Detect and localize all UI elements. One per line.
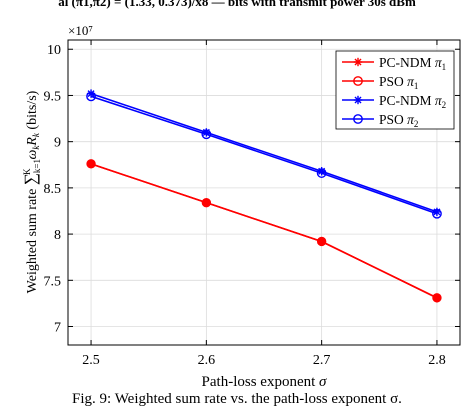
x-tick-label: 2.7 [313,353,331,368]
data-point [201,129,212,140]
data-point [86,159,96,169]
legend-label: PSO π2 [379,112,418,129]
series-4 [86,91,442,219]
legend: PC-NDM π1 PSO π1 PC-NDM π2 PSO π2 [335,50,455,130]
x-tick-label: 2.5 [82,353,100,368]
series-line [90,95,438,215]
series-line [90,163,438,299]
y-axis-multiplier: ×10⁷ [68,23,93,38]
y-tick-label: 7.5 [44,274,62,289]
y-tick-label: 10 [47,43,61,58]
line-chart: 2.5 2.6 2.7 2.8 7 7.5 8 8.5 9 9.5 10 ×10⁷ PC-NDM … [21,23,461,390]
legend-entry: PSO π1 [342,74,418,91]
y-axis-ticks: 7 7.5 8 8.5 9 9.5 10 [44,43,460,336]
data-point [316,168,327,178]
data-point [86,91,96,102]
legend-entry: PSO π2 [342,112,418,129]
legend-marker [353,95,363,105]
legend-entry: PC-NDM π1 [342,55,446,72]
x-axis-ticks: 2.5 2.6 2.7 2.8 [82,40,446,368]
series-line [90,163,438,299]
y-tick-label: 9 [54,136,61,151]
series-2 [86,159,442,303]
series-layer [86,89,442,303]
data-point [201,197,212,208]
x-tick-label: 2.6 [198,353,216,368]
legend-entry: PC-NDM π2 [342,93,446,110]
legend-marker [353,57,363,67]
legend-label: PC-NDM π1 [379,55,446,72]
x-axis-label: Path-loss exponent σ [202,374,328,390]
y-tick-label: 8.5 [44,182,62,197]
y-tick-label: 7 [54,321,61,336]
x-tick-label: 2.8 [428,353,446,368]
series-line [90,92,438,213]
y-tick-label: 8 [54,228,61,243]
y-tick-label: 9.5 [44,89,62,104]
data-point [316,236,327,247]
data-point [432,293,442,303]
legend-label: PC-NDM π2 [379,93,446,110]
data-point [432,208,442,219]
legend-marker [353,76,363,86]
y-axis-label: Weighted sum rate ∑k=1KωkRk (bits/s) [21,90,42,293]
legend-label: PSO π1 [379,74,418,91]
plot-area-frame [67,39,461,346]
legend-marker [353,114,363,124]
figure-caption: Fig. 9: Weighted sum rate vs. the path-l… [72,391,402,407]
cropped-header-text: al (π1,π2) = (1.33, 0.373)/x8 — bits wit… [58,0,416,9]
